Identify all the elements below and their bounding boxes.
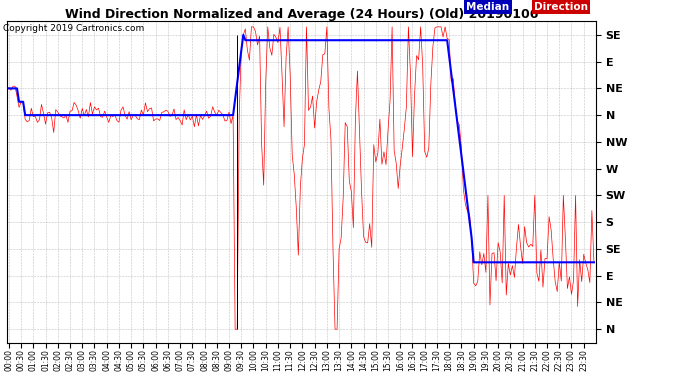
Text: Direction: Direction [534, 2, 588, 12]
Text: Median: Median [466, 2, 509, 12]
Title: Wind Direction Normalized and Average (24 Hours) (Old) 20190106: Wind Direction Normalized and Average (2… [65, 9, 538, 21]
Text: Copyright 2019 Cartronics.com: Copyright 2019 Cartronics.com [3, 24, 145, 33]
